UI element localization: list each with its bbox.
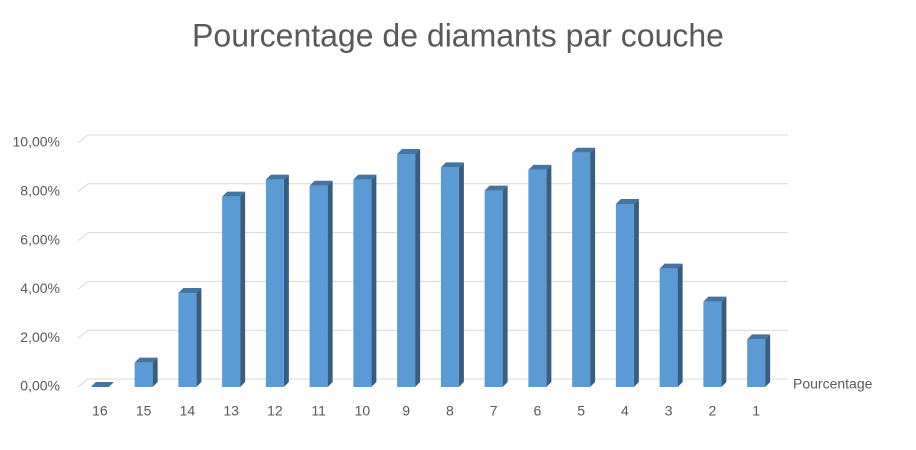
bar [747, 339, 766, 387]
bar [309, 185, 328, 387]
bar-side [240, 191, 246, 387]
y-tick-label: 8,00% [20, 183, 60, 199]
chart-title: Pourcentage de diamants par couche [192, 17, 724, 53]
x-tick-label: 3 [665, 403, 673, 419]
bar [178, 293, 197, 387]
y-tick-label: 10,00% [13, 134, 60, 150]
bar [528, 169, 547, 387]
bar-top [265, 174, 289, 180]
bar-side [721, 296, 727, 387]
bar [703, 301, 722, 387]
bar-top [659, 263, 683, 269]
bar-top [703, 296, 727, 302]
grid-line [77, 280, 788, 290]
bar [265, 179, 284, 387]
bar-top [397, 148, 421, 154]
bar [572, 152, 591, 387]
bar-top [615, 199, 639, 204]
grid-line [77, 183, 788, 193]
bar-top [222, 191, 246, 197]
y-tick-label: 4,00% [20, 280, 60, 296]
x-tick-label: 10 [355, 403, 371, 419]
bar-top [572, 147, 596, 153]
bar [353, 179, 372, 387]
bar-top [528, 164, 552, 170]
bar [659, 268, 678, 387]
x-tick-label: 11 [311, 403, 326, 419]
x-tick-label: 15 [136, 403, 152, 419]
x-tick-label: 7 [490, 403, 498, 419]
bar-side [502, 185, 508, 387]
x-tick-label: 5 [577, 403, 585, 419]
bar-side [152, 357, 158, 387]
bar-side [196, 288, 202, 387]
bar-top [747, 334, 771, 340]
bar-top [134, 357, 158, 363]
bar [615, 204, 634, 387]
bar [134, 362, 153, 387]
grid-line [77, 378, 788, 388]
bar [222, 196, 241, 387]
bar-side [765, 334, 771, 387]
grid-line [77, 134, 788, 144]
bar-side [633, 199, 639, 387]
bar-top [484, 185, 508, 191]
x-tick-label: 16 [92, 403, 108, 419]
bar-side [283, 174, 289, 387]
x-tick-label: 6 [533, 403, 541, 419]
legend-label: Pourcentage [793, 376, 873, 392]
bar [397, 153, 416, 387]
bar-top [309, 180, 333, 186]
y-tick-label: 2,00% [20, 329, 60, 345]
x-tick-label: 14 [180, 403, 196, 419]
bar-side [590, 147, 596, 387]
bar-top [90, 382, 114, 387]
bar-side [458, 162, 464, 387]
bar-side [415, 148, 421, 387]
y-tick-label: 6,00% [20, 231, 60, 247]
x-tick-label: 12 [267, 403, 283, 419]
x-tick-label: 9 [402, 403, 410, 419]
bar [440, 167, 459, 387]
bar-top [178, 288, 202, 294]
bar-side [546, 164, 552, 387]
x-tick-label: 1 [752, 403, 760, 419]
bar-top [353, 174, 377, 180]
bar-side [327, 180, 333, 387]
x-tick-label: 4 [621, 403, 629, 419]
grid-line [77, 232, 788, 241]
bar-top [440, 162, 464, 168]
x-tick-label: 2 [708, 403, 716, 419]
y-tick-label: 0,00% [20, 378, 60, 394]
bar [484, 190, 503, 387]
grid-line [77, 329, 788, 339]
x-tick-label: 13 [223, 403, 239, 419]
bar-side [371, 174, 377, 387]
bar-side [677, 263, 683, 387]
x-tick-label: 8 [446, 403, 454, 419]
